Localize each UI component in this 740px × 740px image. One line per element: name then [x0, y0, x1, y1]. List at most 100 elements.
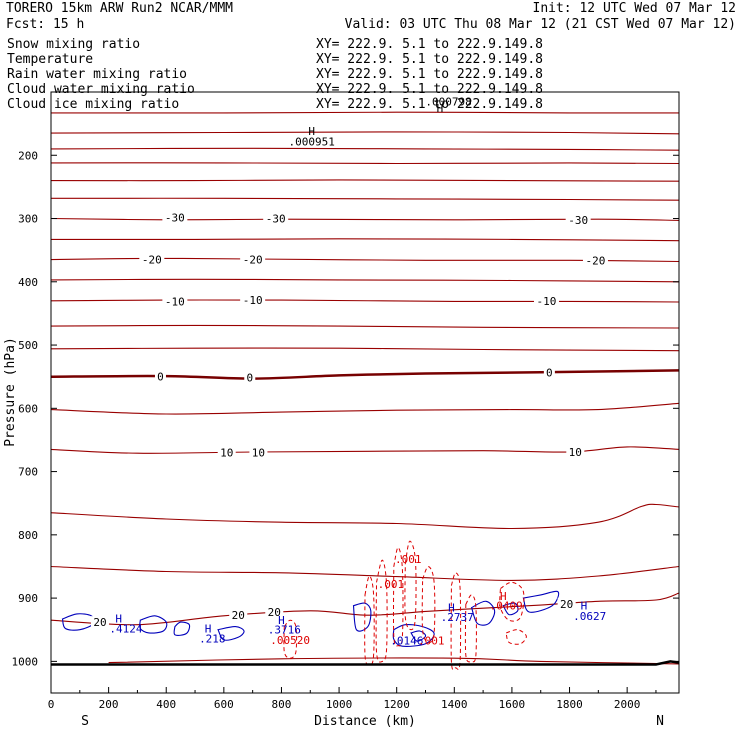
temperature-contour: [50, 278, 680, 283]
temperature-contour: [50, 131, 680, 135]
rain-contour: [364, 575, 375, 666]
x-tick-label: 800: [272, 698, 292, 711]
max-value-label: .00520: [270, 634, 310, 647]
temperature-label: 20: [93, 616, 106, 629]
temperature-label-bg: [249, 446, 268, 459]
temperature-contour: [50, 238, 680, 242]
temperature-label-bg: [240, 294, 266, 307]
temperature-contour: [108, 657, 680, 665]
temperature-label: -20: [586, 254, 606, 267]
temperature-contour: [50, 147, 680, 151]
temperature-label-bg: [565, 213, 591, 226]
temperature-label: 10: [569, 446, 582, 459]
max-value-label: .0627: [573, 610, 606, 623]
temperature-contour: [50, 446, 680, 454]
cloud-water-contour: [173, 621, 191, 636]
cloud-water-contour: [139, 615, 168, 634]
temperature-label: -30: [266, 213, 286, 226]
temperature-label-bg: [543, 366, 555, 379]
cloud-water-contour: [352, 602, 372, 632]
max-marker: H: [308, 125, 315, 138]
temperature-label: -20: [243, 254, 263, 267]
y-tick-label: 900: [18, 592, 38, 605]
max-value-label: .4124: [109, 622, 142, 635]
temperature-label: -30: [165, 211, 185, 224]
max-value-label: .000798: [425, 95, 471, 108]
y-tick-label: 800: [18, 529, 38, 542]
header-right-line2: Valid: 03 UTC Thu 08 Mar 12 (21 CST Wed …: [345, 17, 736, 32]
temperature-contour: [50, 592, 680, 626]
y-tick-label: 400: [18, 276, 38, 289]
temperature-contour: [50, 565, 680, 581]
temperature-label-bg: [240, 253, 266, 266]
x-tick-label: 1000: [326, 698, 353, 711]
cloud-water-contour: [217, 626, 245, 641]
temperature-label-bg: [154, 370, 166, 383]
legend-cloud-water-xy: XY= 222.9. 5.1 to 222.9.149.8: [316, 82, 543, 97]
temperature-contour: [50, 197, 680, 201]
temperature-label: -20: [142, 254, 162, 267]
temperature-label-bg: [244, 371, 256, 384]
temperature-label: 10: [252, 447, 265, 460]
rain-contour: [421, 565, 436, 644]
max-value-label: .2737: [441, 611, 474, 624]
x-axis-title: Distance (km): [314, 714, 416, 729]
plot-area: -30 -30 -30 -20 -20 -20 -10 -10 -10 0 0 0 10 10 10 20 20…: [50, 95, 680, 671]
max-value-label: .0146: [390, 634, 423, 647]
legend: Snow mixing ratio XY= 222.9. 5.1 to 222.…: [7, 37, 543, 112]
max-value-label: .001: [395, 553, 422, 566]
cloud-water-contour: [522, 590, 560, 613]
temperature-contour: [50, 299, 680, 303]
legend-temperature-name: Temperature: [7, 52, 93, 67]
cloud-water-contour: [470, 600, 496, 626]
legend-rain-name: Rain water mixing ratio: [7, 67, 187, 82]
rain-contour: [283, 619, 298, 659]
max-value-label: .3716: [268, 624, 301, 637]
temperature-label: 0: [157, 371, 164, 384]
temperature-label: -10: [537, 295, 557, 308]
legend-cloud-water-name: Cloud water mixing ratio: [7, 82, 195, 97]
x-axis-left-end: S: [81, 714, 89, 729]
max-marker: H: [448, 602, 455, 615]
temperature-label-bg: [139, 253, 165, 266]
y-tick-label: 700: [18, 466, 38, 479]
legend-snow-name: Snow mixing ratio: [7, 37, 140, 52]
x-axis-right-end: N: [656, 714, 664, 729]
rain-contour: [450, 572, 462, 671]
max-marker: H: [437, 102, 444, 115]
temperature-label: 0: [546, 366, 553, 379]
y-tick-label: 200: [18, 149, 38, 162]
header-left-line1: TORERO 15km ARW Run2 NCAR/MMM: [6, 1, 233, 16]
header-left-line2: Fcst: 15 h: [6, 17, 84, 32]
legend-cloud-ice-name: Cloud ice mixing ratio: [7, 97, 179, 112]
temperature-label: 20: [560, 598, 573, 611]
temperature-label: 0: [246, 371, 253, 384]
x-tick-label: 2000: [614, 698, 641, 711]
legend-rain-xy: XY= 222.9. 5.1 to 222.9.149.8: [316, 67, 543, 82]
max-marker: H: [205, 622, 212, 635]
temperature-label-bg: [90, 616, 109, 629]
x-tick-label: 200: [99, 698, 119, 711]
max-value-label: .0409: [490, 600, 523, 613]
rain-contour: [404, 540, 417, 631]
ground-line: [51, 660, 680, 666]
temperature-contour: [50, 402, 680, 415]
rain-contour: [464, 594, 477, 663]
temperature-label: 20: [268, 606, 281, 619]
temperature-label-bg: [582, 254, 608, 267]
max-value-label: .218: [199, 633, 226, 646]
temperature-label-bg: [162, 295, 188, 308]
legend-snow-xy: XY= 222.9. 5.1 to 222.9.149.8: [316, 37, 543, 52]
legend-temperature-xy: XY= 222.9. 5.1 to 222.9.149.8: [316, 52, 543, 67]
temperature-label-bg: [265, 606, 284, 619]
rain-contour: [392, 546, 404, 647]
x-tick-label: 0: [48, 698, 55, 711]
max-value-label: .001: [418, 634, 445, 647]
y-axis-title: Pressure (hPa): [3, 337, 18, 447]
temperature-label-bg: [162, 211, 188, 224]
max-marker: H: [500, 590, 507, 603]
temperature-label-bg: [217, 446, 236, 459]
temperature-contour: [50, 369, 680, 380]
rain-contour: [375, 559, 388, 663]
